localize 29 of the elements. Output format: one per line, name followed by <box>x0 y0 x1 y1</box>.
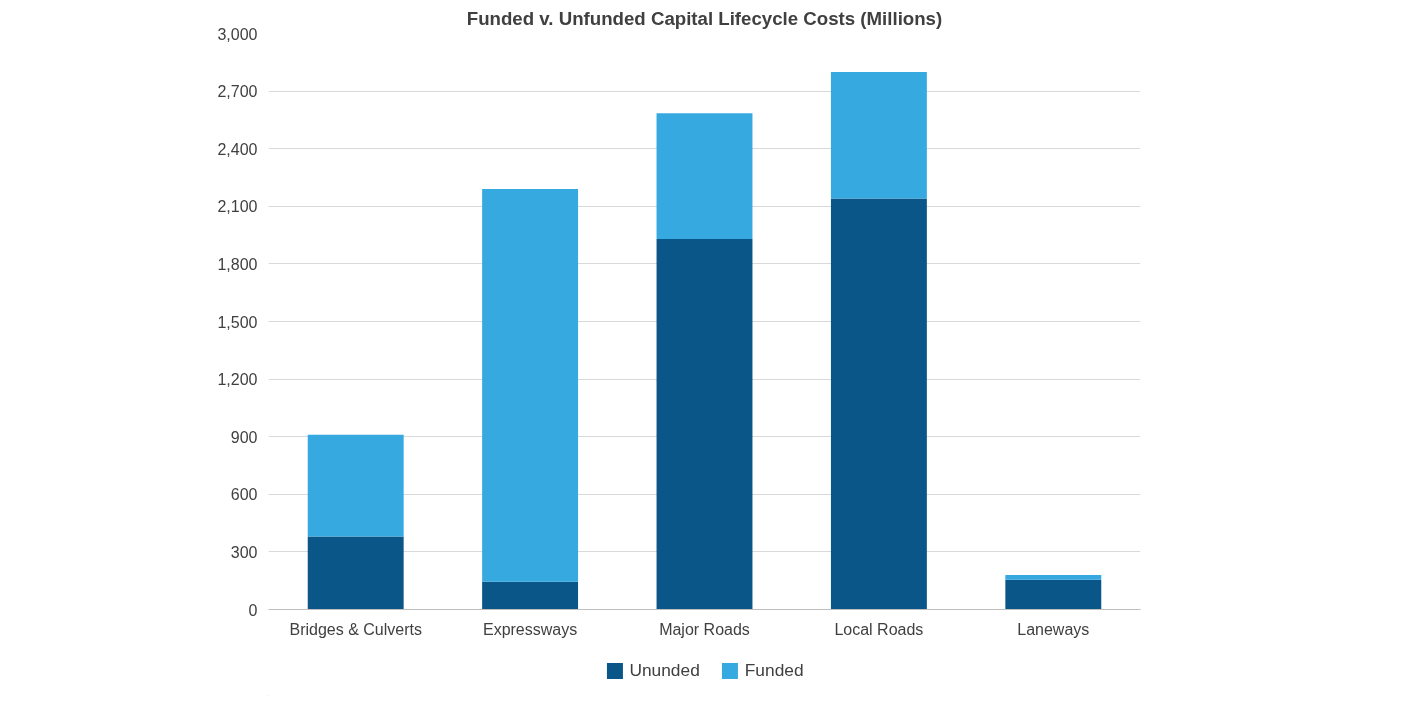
x-tick-label: Local Roads <box>834 620 924 638</box>
bar <box>307 434 404 537</box>
bar <box>656 113 753 239</box>
chart-title: Funded v. Unfunded Capital Lifecycle Costs (Millions) <box>466 7 943 29</box>
y-tick-label: 3,000 <box>217 25 258 43</box>
y-tick-label: 1,500 <box>217 313 258 331</box>
y-tick-label: 1,800 <box>217 255 258 273</box>
x-tick-label: Bridges & Culverts <box>289 620 422 638</box>
y-tick-label: 2,400 <box>217 140 258 158</box>
legend-label: Ununded <box>629 659 700 681</box>
y-tick-label: 1,200 <box>217 371 258 389</box>
y-tick-label: 2,100 <box>217 198 258 216</box>
bar <box>1005 574 1102 580</box>
bar <box>830 198 927 610</box>
x-tick-label: Expressways <box>482 620 578 638</box>
bar <box>307 536 404 610</box>
x-tick-label: Laneways <box>1017 620 1090 638</box>
bar <box>482 189 579 582</box>
legend-label: Funded <box>744 659 804 681</box>
y-tick-label: 0 <box>248 601 258 619</box>
y-tick-label: 900 <box>230 428 258 446</box>
bar <box>656 238 753 610</box>
y-tick-label: 300 <box>230 543 258 561</box>
bar <box>830 71 927 199</box>
bar <box>482 581 579 610</box>
bar <box>1005 579 1102 610</box>
y-tick-label: 2,700 <box>217 83 258 101</box>
x-tick-label: Major Roads <box>659 620 750 638</box>
y-tick-label: 600 <box>230 486 258 504</box>
